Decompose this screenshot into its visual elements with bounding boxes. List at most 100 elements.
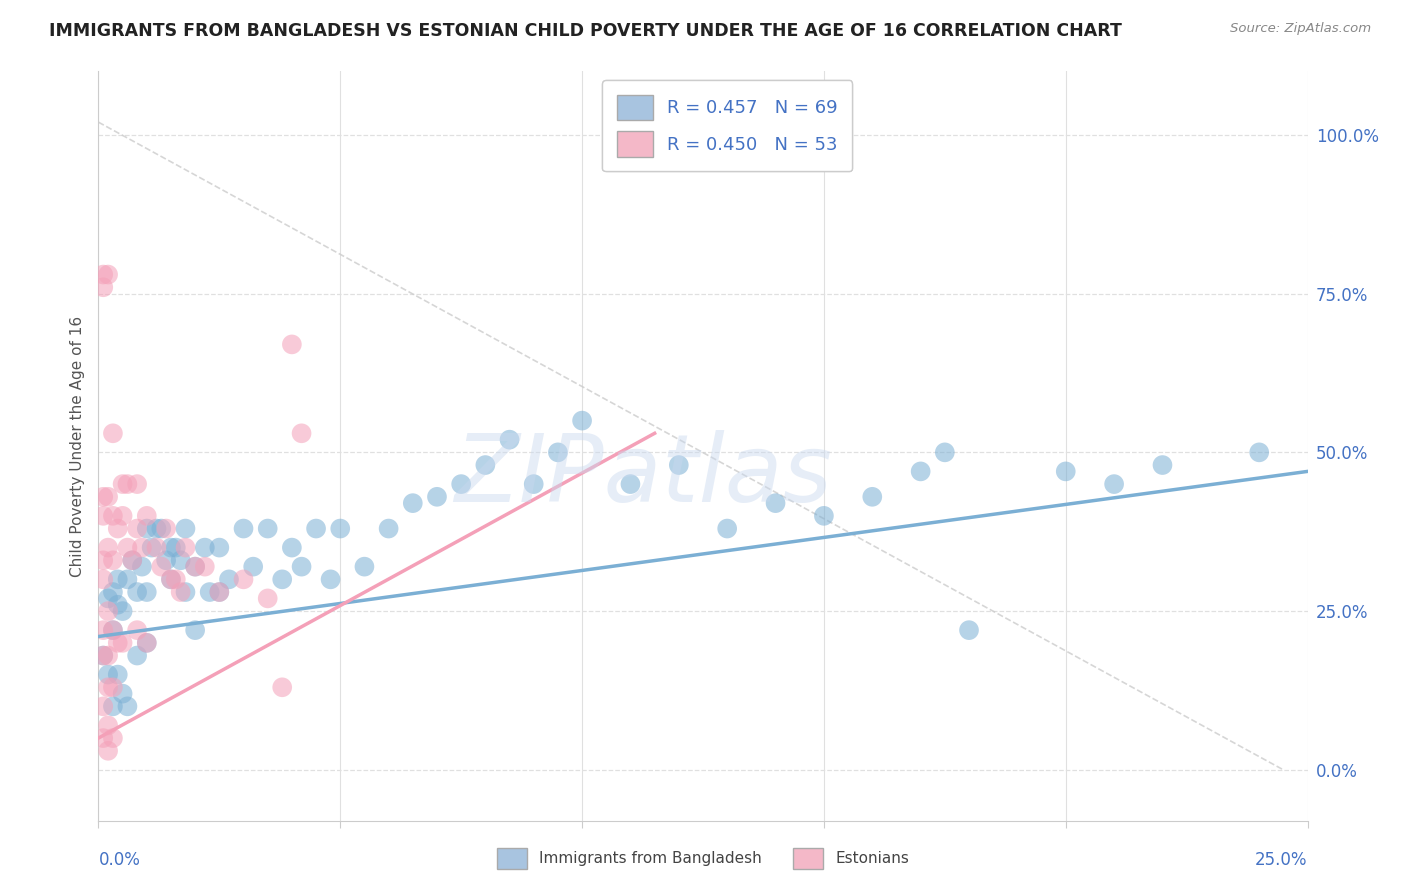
Point [232, 572, 254, 586]
Point [160, 541, 183, 555]
Point [107, 598, 129, 612]
Point [91, 623, 114, 637]
Point [91, 280, 114, 294]
Point [135, 585, 157, 599]
Point [1102, 477, 1125, 491]
Point [498, 433, 520, 447]
Point [813, 508, 835, 523]
Point [319, 572, 342, 586]
Point [169, 585, 191, 599]
Point [141, 541, 163, 555]
Point [91, 553, 114, 567]
Text: 25.0%: 25.0% [1256, 851, 1308, 869]
Point [91, 508, 114, 523]
Point [97, 744, 120, 758]
Y-axis label: Child Poverty Under the Age of 16: Child Poverty Under the Age of 16 [69, 316, 84, 576]
Point [111, 687, 134, 701]
Point [135, 508, 157, 523]
Point [150, 522, 173, 536]
Point [97, 591, 120, 606]
Point [184, 559, 207, 574]
Point [174, 522, 197, 536]
Point [97, 604, 120, 618]
Point [127, 477, 149, 491]
Point [121, 553, 143, 567]
Point [91, 648, 114, 663]
Point [426, 490, 449, 504]
Point [547, 445, 569, 459]
Point [101, 681, 124, 695]
Point [91, 572, 114, 586]
Point [860, 490, 883, 504]
Point [135, 636, 157, 650]
Point [101, 426, 124, 441]
Point [716, 522, 738, 536]
Point [194, 559, 217, 574]
Point [101, 623, 124, 637]
Point [91, 648, 114, 663]
Point [97, 648, 120, 663]
Point [107, 636, 129, 650]
Point [165, 541, 187, 555]
Point [281, 337, 304, 351]
Point [198, 585, 221, 599]
Point [668, 458, 690, 472]
Point [121, 553, 143, 567]
Point [145, 541, 167, 555]
Point [131, 541, 153, 555]
Point [208, 585, 231, 599]
Point [101, 623, 124, 637]
Point [174, 541, 197, 555]
Point [160, 572, 183, 586]
Point [174, 585, 197, 599]
Point [353, 559, 375, 574]
Point [111, 508, 134, 523]
Point [91, 490, 114, 504]
Point [194, 541, 217, 555]
Point [97, 541, 120, 555]
Point [1054, 464, 1077, 478]
Point [111, 636, 134, 650]
Point [474, 458, 496, 472]
Point [127, 623, 149, 637]
Legend: Immigrants from Bangladesh, Estonians: Immigrants from Bangladesh, Estonians [491, 841, 915, 875]
Point [97, 667, 120, 681]
Point [571, 414, 593, 428]
Point [97, 718, 120, 732]
Point [281, 541, 304, 555]
Point [101, 731, 124, 745]
Point [101, 699, 124, 714]
Point [271, 681, 294, 695]
Point [329, 522, 352, 536]
Point [232, 522, 254, 536]
Point [208, 585, 231, 599]
Point [184, 623, 207, 637]
Point [117, 477, 139, 491]
Point [934, 445, 956, 459]
Point [145, 522, 167, 536]
Point [305, 522, 328, 536]
Point [450, 477, 472, 491]
Point [97, 490, 120, 504]
Point [135, 636, 157, 650]
Point [101, 553, 124, 567]
Point [97, 681, 120, 695]
Point [107, 522, 129, 536]
Point [91, 268, 114, 282]
Text: Source: ZipAtlas.com: Source: ZipAtlas.com [1230, 22, 1371, 36]
Point [127, 648, 149, 663]
Point [1249, 445, 1271, 459]
Point [377, 522, 399, 536]
Point [135, 522, 157, 536]
Point [165, 572, 187, 586]
Point [765, 496, 787, 510]
Point [402, 496, 425, 510]
Point [111, 477, 134, 491]
Text: IMMIGRANTS FROM BANGLADESH VS ESTONIAN CHILD POVERTY UNDER THE AGE OF 16 CORRELA: IMMIGRANTS FROM BANGLADESH VS ESTONIAN C… [49, 22, 1122, 40]
Point [117, 699, 139, 714]
Point [910, 464, 932, 478]
Point [111, 604, 134, 618]
Point [208, 541, 231, 555]
Text: ZIPatlas: ZIPatlas [454, 431, 831, 522]
Point [619, 477, 641, 491]
